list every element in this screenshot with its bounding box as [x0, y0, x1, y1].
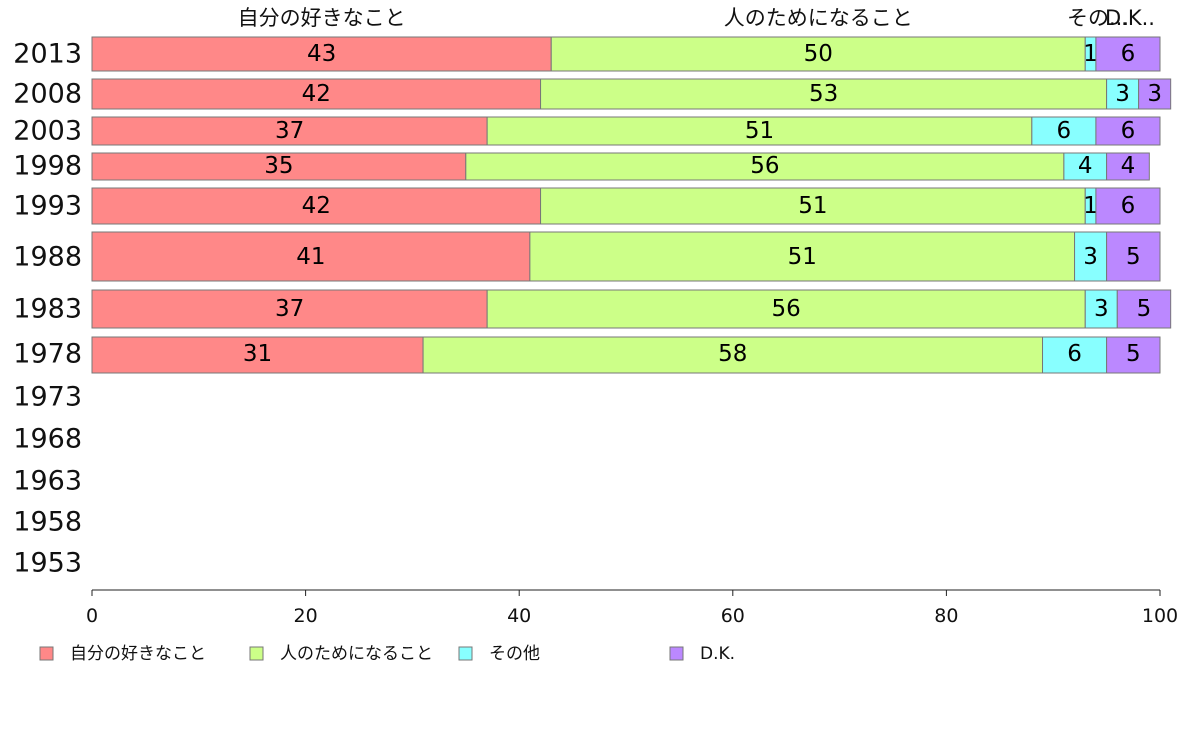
bar-segment-2003-s0: [91, 116, 488, 146]
bar-segment-2013-s0: [91, 36, 552, 72]
data-label-2008-s0: 42: [302, 81, 331, 107]
data-label-1978-s0: 31: [243, 341, 272, 367]
year-label-1998: 1998: [13, 151, 82, 182]
data-label-2003-s0: 37: [275, 118, 304, 144]
data-label-2003-s3: 6: [1121, 118, 1136, 144]
year-label-2003: 2003: [13, 116, 82, 147]
year-label-1973: 1973: [13, 382, 82, 413]
bar-segment-1998-s1: [465, 152, 1065, 181]
legend-swatch-3: [669, 646, 684, 661]
data-label-2008-s1: 53: [809, 81, 838, 107]
legend-swatch-0: [39, 646, 54, 661]
bar-segment-1978-s3: [1106, 336, 1161, 374]
bar-segment-1993-s1: [540, 187, 1086, 225]
year-label-1958: 1958: [13, 507, 82, 538]
legend-label-0: 自分の好きなこと: [70, 644, 206, 664]
bar-segment-1988-s2: [1074, 231, 1108, 282]
data-label-1983-s2: 3: [1094, 296, 1109, 322]
x-tick-label-60: 60: [721, 605, 745, 627]
x-tick-label-80: 80: [934, 605, 958, 627]
data-label-1998-s2: 4: [1078, 153, 1093, 179]
x-tick-label-40: 40: [507, 605, 531, 627]
series-top-label-3: D.K..: [1105, 6, 1155, 30]
bar-segment-1978-s2: [1042, 336, 1108, 374]
legend-label-1: 人のためになること: [280, 644, 433, 664]
data-label-1993-s0: 42: [302, 193, 331, 219]
bar-segment-1978-s0: [91, 336, 424, 374]
year-label-1968: 1968: [13, 424, 82, 455]
bar-segment-1983-s1: [486, 289, 1086, 329]
series-top-label-0: 自分の好きなこと: [238, 6, 406, 30]
x-tick-label-100: 100: [1142, 605, 1178, 627]
data-label-1978-s1: 58: [718, 341, 747, 367]
bar-segment-1983-s3: [1116, 289, 1172, 329]
x-tick-label-20: 20: [294, 605, 318, 627]
data-label-1998-s1: 56: [750, 153, 779, 179]
bar-segment-1983-s0: [91, 289, 488, 329]
year-label-1988: 1988: [13, 242, 82, 273]
data-label-1998-s0: 35: [264, 153, 293, 179]
legend-label-2: その他: [489, 644, 540, 664]
bar-segment-1993-s0: [91, 187, 542, 225]
year-axis-labels: 2013 2008 2003 1998 1993 1988 1983 1978 1973 1968…: [13, 39, 82, 579]
bar-segment-1988-s0: [91, 231, 531, 282]
data-label-1998-s3: 4: [1121, 153, 1136, 179]
data-label-1978-s2: 6: [1067, 341, 1082, 367]
bar-segment-2003-s2: [1031, 116, 1097, 146]
data-label-1988-s0: 41: [296, 244, 325, 270]
data-label-1993-s1: 51: [798, 193, 827, 219]
data-label-1983-s1: 56: [772, 296, 801, 322]
data-label-1978-s3: 5: [1126, 341, 1141, 367]
legend-swatch-2: [458, 646, 473, 661]
legend-swatch-1: [249, 646, 264, 661]
bar-segment-2008-s3: [1138, 78, 1172, 110]
data-label-1988-s3: 5: [1126, 244, 1141, 270]
data-label-2013-s2: 1: [1083, 41, 1098, 67]
x-tick-label-0: 0: [86, 605, 98, 627]
bar-segment-2013-s1: [550, 36, 1086, 72]
data-label-1983-s3: 5: [1137, 296, 1152, 322]
bar-segment-1988-s3: [1106, 231, 1161, 282]
data-label-2013-s0: 43: [307, 41, 336, 67]
bar-segment-2008-s2: [1106, 78, 1140, 110]
year-label-2008: 2008: [13, 79, 82, 110]
series-top-label-1: 人のためになること: [724, 6, 913, 30]
year-label-1993: 1993: [13, 191, 82, 222]
data-label-2008-s2: 3: [1115, 81, 1130, 107]
data-label-2013-s3: 6: [1121, 41, 1136, 67]
legend: 自分の好きなこと 人のためになること その他 D.K.: [39, 644, 735, 664]
bar-segment-1983-s2: [1084, 289, 1118, 329]
bar-segment-1978-s1: [422, 336, 1044, 374]
data-label-1988-s2: 3: [1083, 244, 1098, 270]
legend-label-3: D.K.: [700, 644, 735, 664]
bar-segment-2003-s1: [486, 116, 1033, 146]
year-label-1963: 1963: [13, 466, 82, 497]
data-label-2003-s1: 51: [745, 118, 774, 144]
data-label-1988-s1: 51: [788, 244, 817, 270]
bar-segment-1998-s2: [1063, 152, 1108, 181]
year-label-1978: 1978: [13, 339, 82, 370]
bar-segment-1988-s1: [529, 231, 1076, 282]
data-label-1983-s0: 37: [275, 296, 304, 322]
year-label-1953: 1953: [13, 548, 82, 579]
x-axis: 0 20 40 60 80 100: [86, 589, 1178, 627]
data-label-2013-s1: 50: [804, 41, 833, 67]
bar-segment-2013-s3: [1095, 36, 1161, 72]
bar-segment-1998-s3: [1106, 152, 1150, 181]
year-label-2013: 2013: [13, 39, 82, 70]
data-label-1993-s2: 1: [1083, 193, 1098, 219]
bar-segment-2008-s1: [540, 78, 1108, 110]
data-label-2008-s3: 3: [1147, 81, 1162, 107]
data-label-1993-s3: 6: [1121, 193, 1136, 219]
year-label-1983: 1983: [13, 294, 82, 325]
data-label-2003-s2: 6: [1057, 118, 1072, 144]
bar-segment-1993-s3: [1095, 187, 1161, 225]
series-top-label-2: その...: [1067, 6, 1129, 30]
bars: 43 50 1 642 53 3 337 51 6 635 56 4 442 51 1 641 51 3 537 56…: [91, 36, 1172, 374]
bar-segment-2003-s3: [1095, 116, 1161, 146]
series-top-labels: 自分の好きなこと 人のためになること その...D.K..: [238, 6, 1155, 30]
